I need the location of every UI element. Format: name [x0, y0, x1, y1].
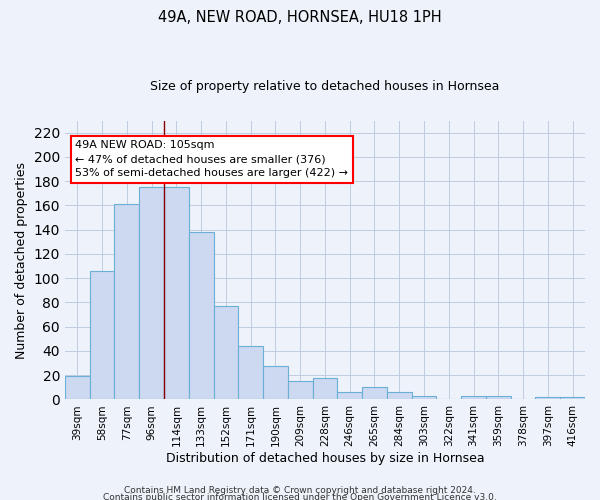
Bar	[535, 397, 560, 400]
Title: Size of property relative to detached houses in Hornsea: Size of property relative to detached ho…	[150, 80, 500, 93]
Text: Contains HM Land Registry data © Crown copyright and database right 2024.: Contains HM Land Registry data © Crown c…	[124, 486, 476, 495]
Bar	[313, 378, 337, 400]
Bar	[164, 187, 189, 400]
Bar	[560, 397, 585, 400]
Bar	[387, 392, 412, 400]
Bar	[115, 204, 139, 400]
Bar	[263, 366, 288, 400]
Bar	[362, 388, 387, 400]
Bar	[288, 382, 313, 400]
Bar	[89, 271, 115, 400]
Bar	[461, 396, 486, 400]
Bar	[412, 396, 436, 400]
Bar	[214, 306, 238, 400]
Text: Contains public sector information licensed under the Open Government Licence v3: Contains public sector information licen…	[103, 494, 497, 500]
Bar	[486, 396, 511, 400]
Text: 49A, NEW ROAD, HORNSEA, HU18 1PH: 49A, NEW ROAD, HORNSEA, HU18 1PH	[158, 10, 442, 25]
Bar	[139, 187, 164, 400]
Text: 49A NEW ROAD: 105sqm
← 47% of detached houses are smaller (376)
53% of semi-deta: 49A NEW ROAD: 105sqm ← 47% of detached h…	[76, 140, 349, 178]
Y-axis label: Number of detached properties: Number of detached properties	[15, 162, 28, 358]
Bar	[337, 392, 362, 400]
Bar	[189, 232, 214, 400]
Bar	[65, 376, 89, 400]
X-axis label: Distribution of detached houses by size in Hornsea: Distribution of detached houses by size …	[166, 452, 484, 465]
Bar	[238, 346, 263, 400]
